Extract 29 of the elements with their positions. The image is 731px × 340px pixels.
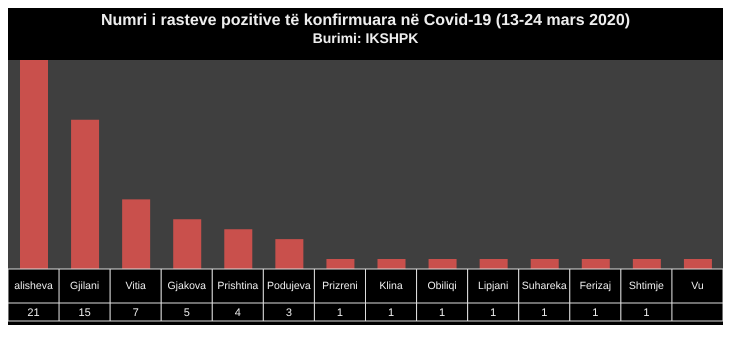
x-tick-label: Gjilani — [70, 280, 100, 292]
data-label: 1 — [490, 307, 496, 319]
x-tick-label: Lipjani — [478, 280, 508, 292]
data-label: 1 — [643, 307, 650, 319]
chart-title: Numri i rasteve pozitive të konfirmuara në Covid-19 (13-24 mars 2020) — [100, 11, 632, 30]
data-label: 5 — [184, 307, 190, 319]
x-tick-label: Vitia — [126, 280, 146, 292]
x-tick-label: Klina — [379, 280, 403, 292]
data-label: 1 — [336, 307, 344, 319]
x-tick-label: Obiliqi — [428, 280, 457, 292]
x-tick-label: Prizreni — [322, 280, 358, 292]
data-label: 21 — [27, 307, 40, 319]
data-label: 1 — [541, 307, 548, 319]
chart-subtitle: Burimi: IKSHPK — [312, 30, 420, 48]
x-tick-label: alisheva — [14, 280, 53, 292]
x-tick-label: Gjakova — [167, 280, 206, 292]
x-tick-label: Ferizaj — [580, 280, 612, 292]
data-label: 1 — [439, 307, 446, 319]
x-tick-label: Podujeva — [266, 280, 311, 292]
data-label: 1 — [592, 307, 598, 319]
data-label: 15 — [78, 307, 91, 319]
data-label: 1 — [388, 307, 394, 319]
data-label: 7 — [132, 307, 139, 319]
x-tick-label: Prishtina — [217, 280, 258, 292]
x-tick-label: Vu — [691, 280, 704, 292]
x-tick-label: Suhareka — [522, 280, 567, 292]
data-label: 4 — [234, 307, 241, 319]
data-label: 3 — [286, 307, 292, 319]
x-tick-label: Shtimje — [628, 280, 664, 292]
